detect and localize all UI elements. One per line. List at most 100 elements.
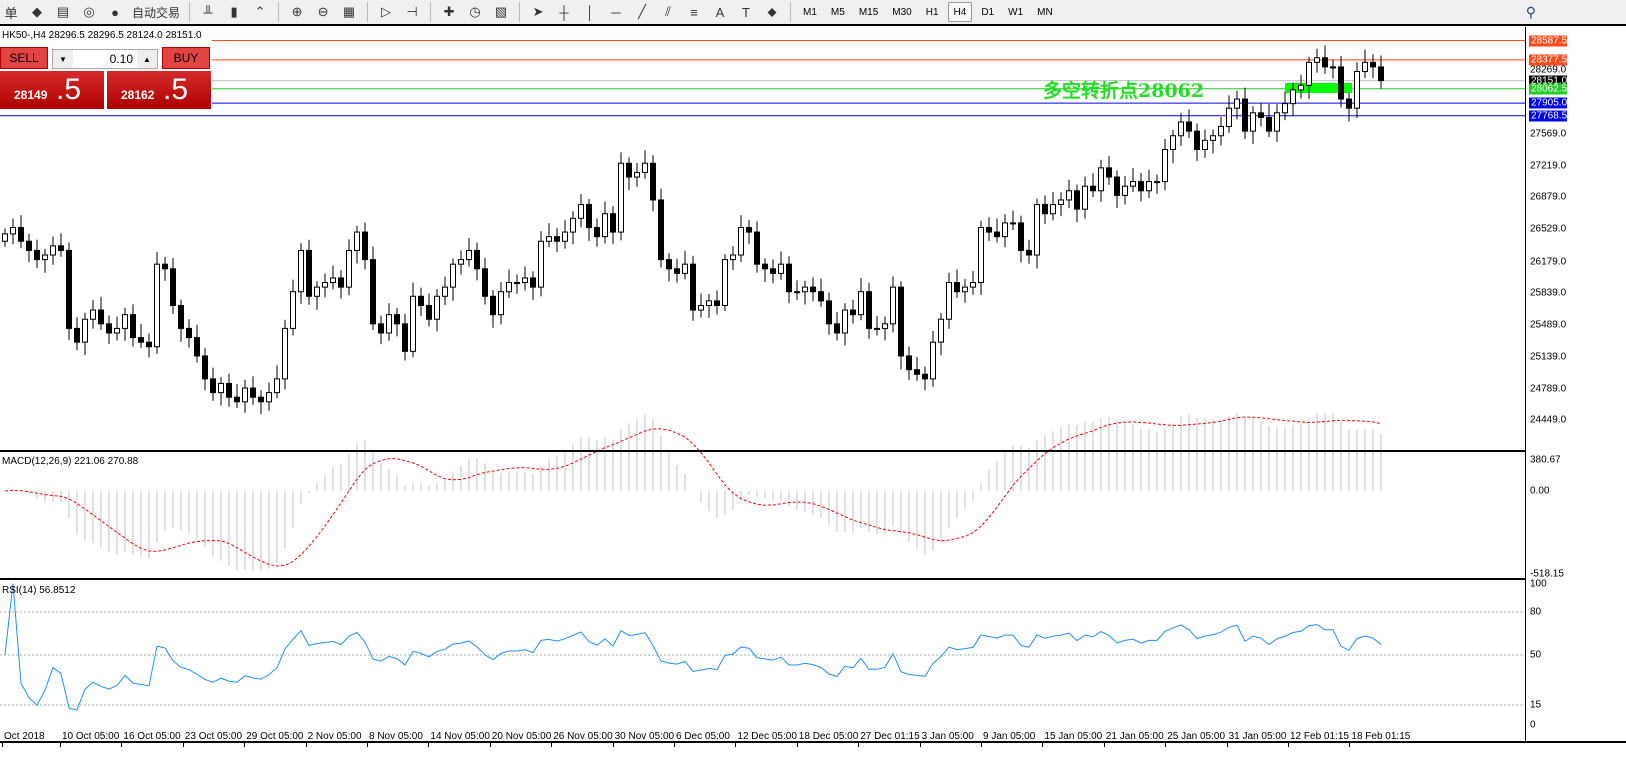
period-m5[interactable]: M5: [830, 6, 845, 18]
period-h1[interactable]: H1: [925, 6, 939, 18]
candle-bear: [58, 245, 64, 251]
period-mn[interactable]: MN: [1037, 6, 1053, 18]
period-m15[interactable]: M15: [858, 6, 879, 18]
candle-bear: [770, 268, 776, 274]
candle-bull: [642, 162, 648, 173]
auto-trading-icon[interactable]: ●: [111, 4, 119, 20]
period-w1[interactable]: W1: [1008, 6, 1024, 18]
candle-bull: [298, 249, 304, 293]
auto-scroll-icon[interactable]: ▷: [381, 4, 392, 19]
buy-price-main: 28162: [121, 88, 155, 102]
time-tick: [1288, 743, 1289, 747]
price-tick-label: 26529.0: [1530, 223, 1567, 235]
time-tick: [1165, 743, 1167, 747]
period-m1[interactable]: M1: [803, 6, 817, 18]
period-d1[interactable]: D1: [981, 6, 995, 18]
candle-bull: [1058, 199, 1064, 206]
candle-bear: [1090, 185, 1096, 192]
candle-bear: [186, 327, 192, 339]
candle-bear: [762, 263, 768, 270]
candle-bear: [34, 249, 40, 261]
candle-bull: [1050, 204, 1056, 215]
time-tick: [858, 743, 860, 747]
candle-bull: [1306, 61, 1312, 86]
lot-value[interactable]: 0.10: [109, 52, 133, 66]
time-axis-line: [0, 741, 1626, 743]
candle-bull: [578, 204, 584, 219]
candle-bull: [466, 249, 472, 261]
candle-bull: [42, 254, 48, 261]
buy-label-button[interactable]: BUY: [162, 47, 210, 69]
orders-icon[interactable]: 单: [4, 5, 18, 21]
zoom-in-icon[interactable]: ⊕: [291, 4, 303, 19]
new-indicator-icon[interactable]: ✚: [443, 4, 455, 19]
time-tick: [489, 743, 491, 747]
pivot-annotation: 多空转折点28062: [1043, 80, 1205, 102]
candle-bear: [162, 263, 168, 270]
candle-bear: [1242, 98, 1248, 132]
time-tick: [1042, 743, 1044, 747]
candle-bear: [850, 309, 856, 316]
chart-shift-icon[interactable]: ⊣: [406, 4, 418, 19]
candle-bear: [594, 226, 600, 238]
candle-bear: [586, 204, 592, 228]
time-tick-label: 10 Oct 05:00: [62, 731, 120, 742]
candle-bull: [634, 171, 640, 178]
lot-size-input[interactable]: ▼ 0.10 ▲: [52, 49, 158, 69]
candle-bear: [786, 263, 792, 293]
candle-bull: [570, 217, 576, 233]
period-m30[interactable]: M30: [892, 6, 912, 18]
candle-bear: [178, 304, 184, 329]
period-h4[interactable]: H4: [947, 2, 973, 22]
time-tick-label: 23 Oct 05:00: [184, 731, 243, 742]
lot-increase-button[interactable]: ▲: [137, 50, 157, 68]
tile-windows-icon[interactable]: ▦: [342, 4, 356, 19]
line-chart-icon[interactable]: ⌃: [254, 4, 266, 19]
candle-bear: [210, 378, 216, 394]
templates-icon[interactable]: ▧: [494, 4, 508, 19]
bar-chart-icon[interactable]: ╨: [203, 4, 213, 20]
auto-trading-button[interactable]: 自动交易: [132, 5, 181, 20]
candlestick-icon[interactable]: ▮: [230, 4, 238, 19]
candle-bull: [1170, 135, 1176, 151]
macd-signal-line: [4, 416, 1382, 567]
navigator-icon[interactable]: ▤: [56, 4, 70, 19]
signals-icon[interactable]: ◎: [83, 4, 95, 19]
candle-bear: [1114, 176, 1120, 196]
candle-bear: [1346, 98, 1352, 109]
periods-icon[interactable]: ◷: [469, 4, 481, 19]
zoom-out-icon[interactable]: ⊖: [317, 4, 329, 19]
candle-bull: [1314, 57, 1320, 63]
price-tick-label: 26179.0: [1530, 256, 1567, 268]
candle-bear: [1186, 121, 1192, 132]
candle-bear: [986, 226, 992, 233]
horizontal-line-icon[interactable]: ─: [611, 4, 621, 20]
lot-decrease-button[interactable]: ▼: [53, 50, 73, 68]
search-icon[interactable]: ⚲: [1525, 4, 1536, 20]
sell-label-button[interactable]: SELL: [0, 47, 48, 69]
buy-button[interactable]: 28162 .5: [107, 71, 211, 109]
candle-bull: [946, 282, 952, 320]
time-tick-label: 21 Jan 05:00: [1105, 731, 1164, 742]
candle-bear: [194, 337, 200, 357]
macd-axis-label: 0.00: [1530, 485, 1550, 497]
crosshair-icon[interactable]: ┼: [559, 4, 569, 20]
market-watch-icon[interactable]: ◆: [32, 4, 42, 19]
candle-bear: [1026, 249, 1032, 256]
sell-button[interactable]: 28149 .5: [0, 71, 104, 109]
vertical-line-icon[interactable]: │: [585, 4, 595, 20]
text-label-icon[interactable]: T: [742, 4, 750, 20]
arrows-icon[interactable]: ⬥: [767, 4, 777, 19]
time-tick-label: 12 Dec 05:00: [737, 731, 797, 742]
candle-bull: [1210, 135, 1216, 141]
text-icon[interactable]: A: [715, 4, 725, 20]
candle-bull: [1362, 61, 1368, 73]
equidistant-channel-icon[interactable]: ⫽: [665, 4, 671, 19]
candle-bear: [906, 355, 912, 371]
fibonacci-icon[interactable]: ≡: [690, 4, 698, 20]
time-tick: [367, 743, 368, 747]
candle-bull: [722, 259, 728, 306]
cursor-icon[interactable]: ➤: [532, 4, 544, 19]
trendline-icon[interactable]: ╱: [638, 4, 646, 19]
